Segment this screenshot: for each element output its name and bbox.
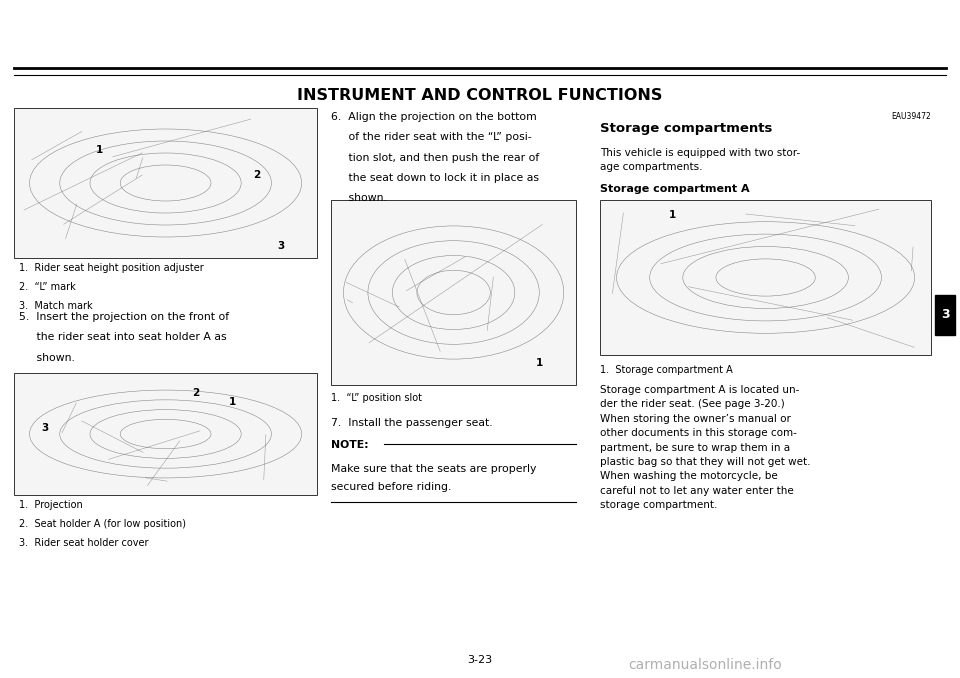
Text: 2: 2 xyxy=(252,170,260,180)
Text: 3: 3 xyxy=(941,308,949,321)
Text: 1: 1 xyxy=(669,210,677,220)
Text: 3.  Rider seat holder cover: 3. Rider seat holder cover xyxy=(19,538,149,548)
Text: INSTRUMENT AND CONTROL FUNCTIONS: INSTRUMENT AND CONTROL FUNCTIONS xyxy=(298,88,662,103)
Text: 6.  Align the projection on the bottom: 6. Align the projection on the bottom xyxy=(331,112,537,122)
Text: 2: 2 xyxy=(192,388,200,397)
Text: 1.  “L” position slot: 1. “L” position slot xyxy=(331,393,422,403)
Text: 1: 1 xyxy=(536,358,543,367)
Text: This vehicle is equipped with two stor-: This vehicle is equipped with two stor- xyxy=(600,148,801,158)
Text: of the rider seat with the “L” posi-: of the rider seat with the “L” posi- xyxy=(331,132,532,142)
Text: carmanualsonline.info: carmanualsonline.info xyxy=(629,658,782,672)
Text: age compartments.: age compartments. xyxy=(600,162,703,172)
Text: 3.  Match mark: 3. Match mark xyxy=(19,301,93,311)
Text: 2.  Seat holder A (for low position): 2. Seat holder A (for low position) xyxy=(19,519,186,529)
Bar xyxy=(600,200,931,355)
Bar xyxy=(14,373,317,495)
Text: 1: 1 xyxy=(228,397,236,407)
Text: 7.  Install the passenger seat.: 7. Install the passenger seat. xyxy=(331,418,492,428)
Text: EAU39472: EAU39472 xyxy=(892,112,931,121)
Bar xyxy=(935,295,955,335)
Bar xyxy=(14,108,317,258)
Text: Storage compartment A: Storage compartment A xyxy=(600,184,750,194)
Text: 3: 3 xyxy=(41,423,48,433)
Text: the seat down to lock it in place as: the seat down to lock it in place as xyxy=(331,173,540,183)
Text: 3: 3 xyxy=(276,241,284,251)
Text: 3-23: 3-23 xyxy=(468,655,492,665)
Text: 2.  “L” mark: 2. “L” mark xyxy=(19,282,76,292)
Text: tion slot, and then push the rear of: tion slot, and then push the rear of xyxy=(331,153,540,163)
Text: shown.: shown. xyxy=(19,353,75,363)
Text: secured before riding.: secured before riding. xyxy=(331,482,451,492)
Text: 5.  Insert the projection on the front of: 5. Insert the projection on the front of xyxy=(19,312,229,322)
Text: NOTE:: NOTE: xyxy=(331,440,369,450)
Text: the rider seat into seat holder A as: the rider seat into seat holder A as xyxy=(19,332,227,342)
Text: 1.  Storage compartment A: 1. Storage compartment A xyxy=(600,365,732,375)
Text: 1: 1 xyxy=(95,145,103,155)
Text: Storage compartments: Storage compartments xyxy=(600,122,773,135)
Text: Storage compartment A is located un-
der the rider seat. (See page 3-20.)
When s: Storage compartment A is located un- der… xyxy=(600,385,810,511)
Text: shown.: shown. xyxy=(331,193,387,203)
Text: 1.  Rider seat height position adjuster: 1. Rider seat height position adjuster xyxy=(19,263,204,273)
Bar xyxy=(331,200,576,385)
Text: Make sure that the seats are properly: Make sure that the seats are properly xyxy=(331,464,537,474)
Text: 1.  Projection: 1. Projection xyxy=(19,500,83,510)
